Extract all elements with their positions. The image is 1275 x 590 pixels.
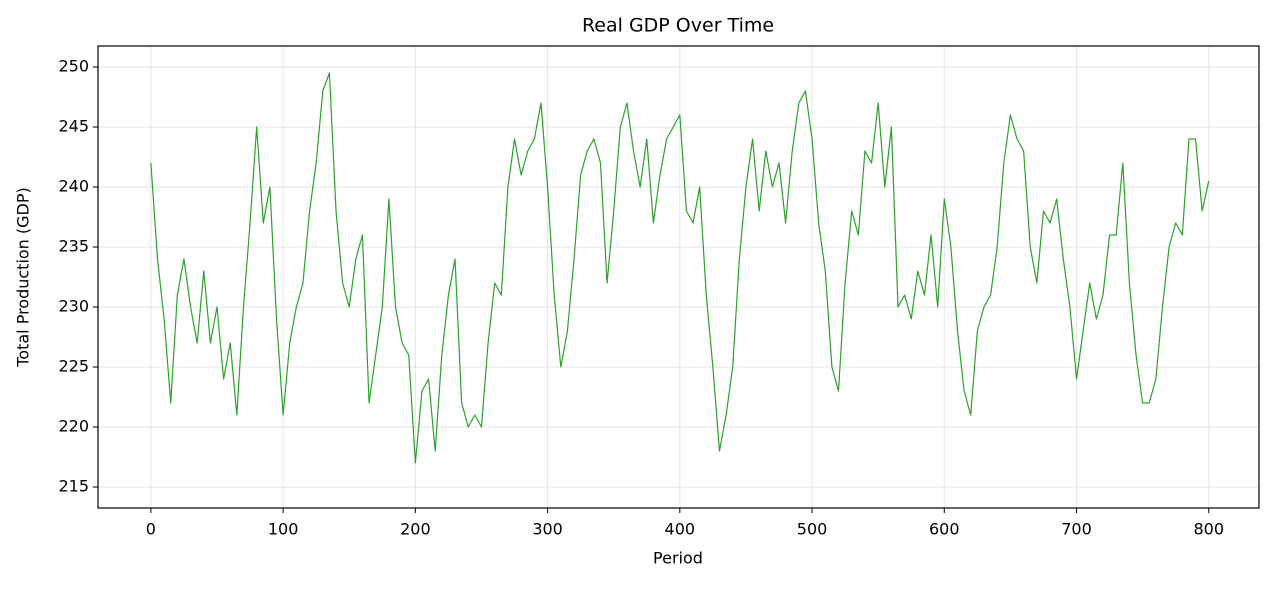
x-tick-label: 500 [797, 520, 828, 539]
data-line [150, 72, 1210, 464]
x-tick-label: 100 [268, 520, 299, 539]
y-axis-label: Total Production (GDP) [14, 187, 33, 368]
y-tick-label: 235 [58, 237, 89, 256]
y-tick-label: 225 [58, 357, 89, 376]
x-tick-label: 600 [929, 520, 960, 539]
x-axis-label: Period [653, 549, 703, 568]
y-tick-label: 240 [58, 177, 89, 196]
y-tick-label: 230 [58, 297, 89, 316]
x-tick-label: 400 [665, 520, 696, 539]
plot-frame [97, 45, 1260, 509]
x-tick-label: 300 [532, 520, 563, 539]
y-tick-label: 215 [58, 477, 89, 496]
x-tick-label: 200 [400, 520, 431, 539]
x-tick-label: 800 [1193, 520, 1224, 539]
y-tick-label: 245 [58, 117, 89, 136]
x-tick-label: 700 [1061, 520, 1092, 539]
y-tick-label: 250 [58, 57, 89, 76]
x-tick-label: 0 [146, 520, 156, 539]
chart-title: Real GDP Over Time [582, 15, 774, 37]
y-tick-label: 220 [58, 417, 89, 436]
